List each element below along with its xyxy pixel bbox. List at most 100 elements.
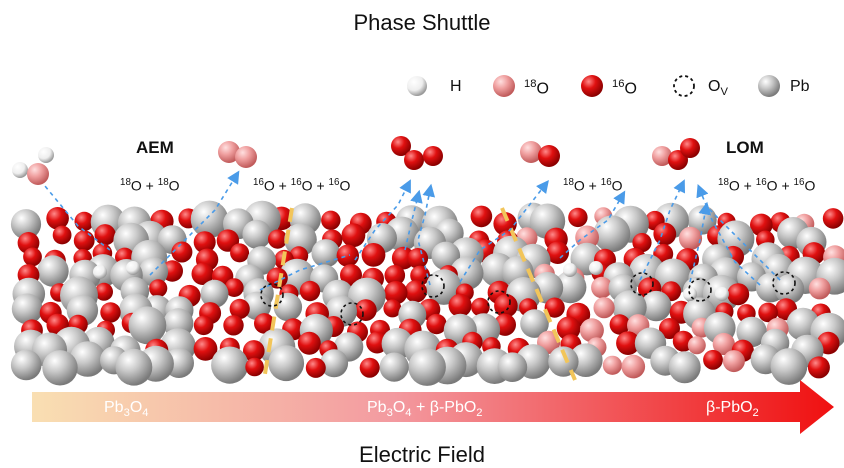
atom <box>579 318 604 343</box>
legend-o16-label: 16O <box>612 78 637 98</box>
legend-ov-label: OV <box>708 78 728 99</box>
atom <box>354 299 377 321</box>
atom <box>268 345 305 382</box>
atom <box>100 302 121 323</box>
atom <box>190 200 229 238</box>
atom <box>242 291 272 320</box>
atom <box>758 302 778 323</box>
atom <box>42 350 78 386</box>
atom <box>546 241 569 264</box>
atom <box>703 349 723 370</box>
atom <box>266 267 288 289</box>
atom <box>520 309 549 338</box>
atom <box>750 213 773 237</box>
atom <box>336 244 359 267</box>
atom <box>621 354 646 379</box>
atom <box>384 265 406 286</box>
atom <box>74 211 94 232</box>
atom <box>115 348 153 386</box>
atom <box>774 274 805 304</box>
atom <box>341 223 366 248</box>
atom <box>554 271 587 304</box>
atom <box>426 313 447 335</box>
atom <box>320 349 349 378</box>
atom <box>727 283 750 306</box>
phase-label-pb3o4: Pb3O4 <box>104 399 149 420</box>
atom <box>653 222 677 246</box>
reaction-label-2: 16O + 16O + 16O <box>253 177 351 194</box>
atom <box>404 280 427 303</box>
atom <box>193 337 218 361</box>
atom <box>229 298 250 319</box>
phase-label-mixed: Pb3O4 + β-PbO2 <box>367 399 483 420</box>
atom <box>11 293 43 325</box>
oxygen-trajectories <box>39 170 781 291</box>
atom <box>391 246 415 270</box>
legend-o18-label: 18O <box>524 78 549 98</box>
atom <box>245 357 264 377</box>
atom <box>808 277 831 300</box>
reaction-label-3: 18O + 16O <box>563 177 623 194</box>
atom <box>52 225 72 245</box>
legend-o18-icon <box>493 75 515 97</box>
atom <box>284 223 317 256</box>
diagram-title: Phase Shuttle <box>353 10 491 35</box>
atom <box>273 292 303 322</box>
atom <box>128 306 167 345</box>
atom <box>822 208 844 229</box>
oxygen-vacancies <box>260 271 796 326</box>
atom <box>359 357 380 378</box>
o2-molecule-18-16 <box>520 141 560 167</box>
diagram-footer: Electric Field <box>359 442 485 467</box>
phase-label-pbo2: β-PbO2 <box>706 399 759 420</box>
atom <box>224 278 244 297</box>
atom <box>95 282 113 301</box>
atom <box>602 355 623 375</box>
atom <box>94 224 116 246</box>
atom <box>494 294 518 318</box>
water-molecule <box>12 147 54 185</box>
hydrogen-atom <box>715 287 729 301</box>
legend-ov-icon <box>673 75 695 97</box>
atom <box>593 297 615 319</box>
atom <box>171 241 193 263</box>
atom <box>471 297 490 317</box>
o3-molecule-16 <box>391 136 443 170</box>
aem-label: AEM <box>136 138 174 157</box>
atom <box>544 297 565 318</box>
atom <box>668 351 701 384</box>
atom <box>548 346 579 377</box>
atom <box>297 331 321 355</box>
atom <box>321 210 341 230</box>
atom <box>609 314 630 335</box>
atom <box>268 229 288 249</box>
legend-h-icon <box>407 76 427 96</box>
atom <box>10 209 42 240</box>
atom <box>678 226 703 250</box>
o2-molecule-18-18 <box>218 141 257 168</box>
atom <box>497 352 528 383</box>
atom <box>361 243 386 267</box>
atom <box>407 247 429 269</box>
electric-field-arrow <box>32 380 834 434</box>
legend-pb-label: Pb <box>790 78 810 95</box>
atom <box>408 348 446 386</box>
hydrogen-atom <box>589 261 603 275</box>
atom <box>632 233 652 253</box>
atom <box>299 280 321 302</box>
atom <box>230 243 250 263</box>
atom <box>193 315 214 336</box>
hydrogen-atom <box>126 261 140 275</box>
atom <box>593 215 631 253</box>
atom <box>200 279 229 308</box>
lom-label: LOM <box>726 138 764 157</box>
atom <box>223 315 244 336</box>
atom <box>591 276 613 299</box>
atom <box>211 346 249 384</box>
atom <box>712 332 735 356</box>
atom <box>736 316 767 348</box>
atom <box>687 336 706 355</box>
atom <box>23 247 42 267</box>
atom <box>340 264 362 287</box>
